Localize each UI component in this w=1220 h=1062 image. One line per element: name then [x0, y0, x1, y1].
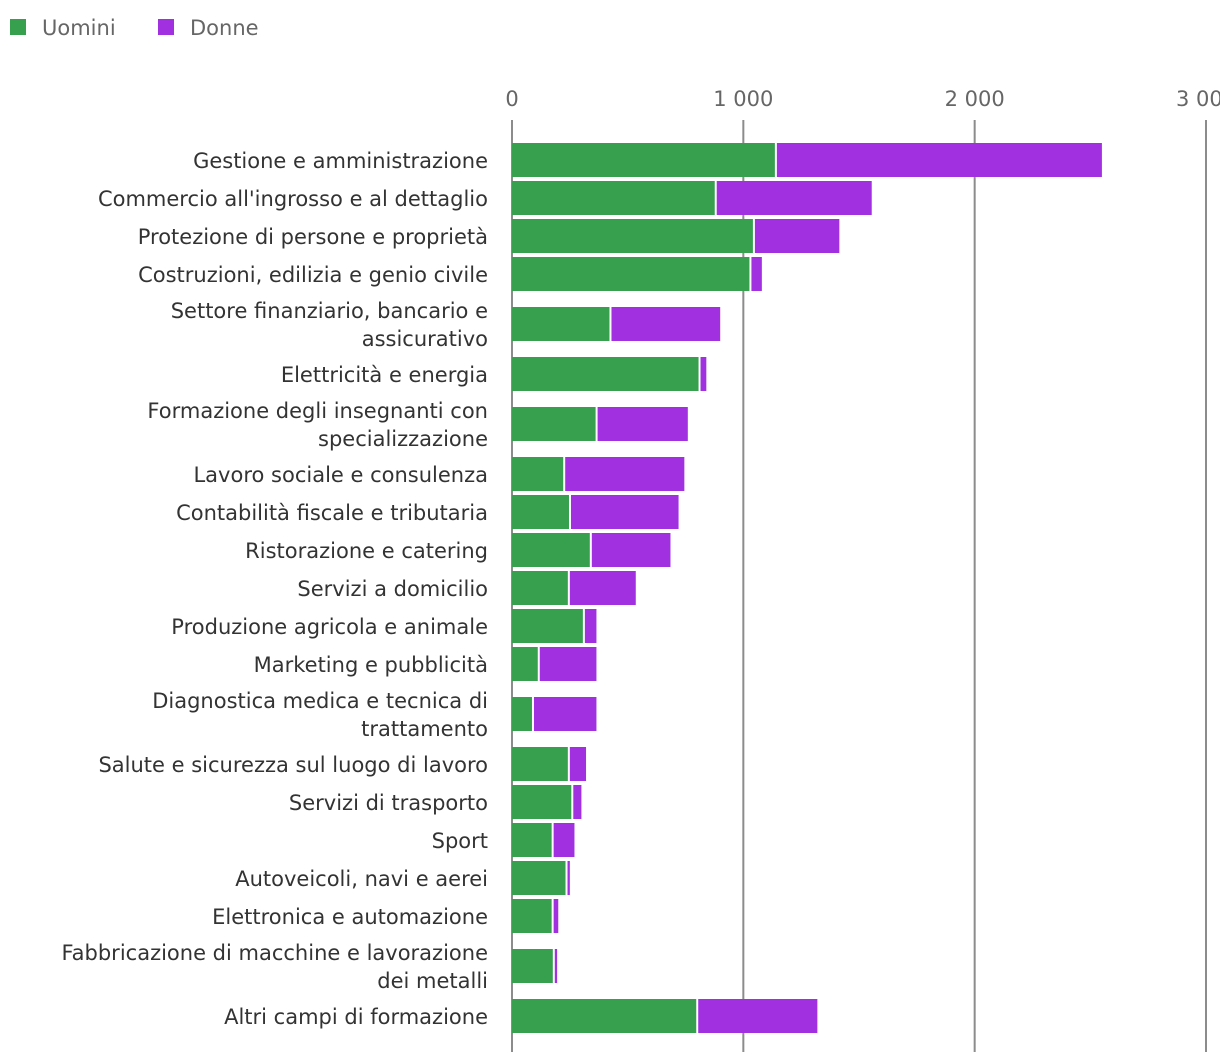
- bar-donne-17: [567, 861, 570, 895]
- legend-swatch-donne: [158, 19, 174, 35]
- bar-uomini-12: [512, 647, 538, 681]
- bar-donne-12: [539, 647, 597, 681]
- bar-donne-8: [570, 495, 679, 529]
- category-label: Marketing e pubblicità: [254, 653, 488, 677]
- bar-uomini-3: [512, 257, 750, 291]
- category-label: Protezione di persone e proprietà: [138, 225, 488, 249]
- bar-uomini-7: [512, 457, 564, 491]
- category-label: Salute e sicurezza sul luogo di lavoro: [98, 753, 488, 777]
- category-label: Sport: [432, 829, 488, 853]
- bar-uomini-4: [512, 307, 610, 341]
- category-label: Contabilità fiscale e tributaria: [176, 501, 488, 525]
- bar-donne-10: [569, 571, 636, 605]
- bar-uomini-2: [512, 219, 753, 253]
- bar-donne-7: [565, 457, 685, 491]
- category-label: Produzione agricola e animale: [171, 615, 488, 639]
- legend-label-uomini: Uomini: [42, 16, 116, 40]
- bar-donne-16: [553, 823, 575, 857]
- category-label: Fabbricazione di macchine e lavorazione: [62, 941, 489, 965]
- bars: [512, 143, 1102, 1033]
- bar-donne-13: [533, 697, 597, 731]
- category-label: Elettricità e energia: [281, 363, 488, 387]
- category-label: Elettronica e automazione: [212, 905, 488, 929]
- category-label: assicurativo: [362, 327, 488, 351]
- bar-donne-14: [569, 747, 587, 781]
- bar-donne-6: [597, 407, 688, 441]
- bar-uomini-1: [512, 181, 715, 215]
- bar-donne-19: [554, 949, 558, 983]
- x-tick-label: 0: [505, 87, 518, 111]
- bar-uomini-9: [512, 533, 590, 567]
- bar-uomini-13: [512, 697, 532, 731]
- x-tick-label: 2 000: [945, 87, 1005, 111]
- category-labels: Gestione e amministrazione Commercio all'…: [62, 149, 489, 1029]
- bar-donne-5: [700, 357, 707, 391]
- category-label: Gestione e amministrazione: [193, 149, 488, 173]
- bar-uomini-14: [512, 747, 568, 781]
- category-label: Lavoro sociale e consulenza: [193, 463, 488, 487]
- category-label: Servizi di trasporto: [289, 791, 488, 815]
- bar-uomini-15: [512, 785, 572, 819]
- category-label: Servizi a domicilio: [297, 577, 488, 601]
- x-axis-ticks: 0 1 000 2 000 3 000: [505, 87, 1220, 111]
- category-label: Costruzioni, edilizia e genio civile: [138, 263, 488, 287]
- bar-uomini-17: [512, 861, 566, 895]
- bar-uomini-5: [512, 357, 699, 391]
- bar-donne-9: [591, 533, 671, 567]
- legend-label-donne: Donne: [190, 16, 259, 40]
- category-label: dei metalli: [377, 969, 488, 993]
- bar-donne-20: [698, 999, 818, 1033]
- legend-swatch-uomini: [10, 19, 26, 35]
- bar-uomini-10: [512, 571, 568, 605]
- category-label: Settore finanziario, bancario e: [171, 299, 488, 323]
- bar-uomini-20: [512, 999, 697, 1033]
- bar-donne-1: [716, 181, 872, 215]
- x-tick-label: 1 000: [713, 87, 773, 111]
- bar-uomini-18: [512, 899, 552, 933]
- x-tick-label: 3 000: [1176, 87, 1220, 111]
- bar-uomini-11: [512, 609, 583, 643]
- category-label: Ristorazione e catering: [245, 539, 488, 563]
- bar-uomini-0: [512, 143, 775, 177]
- bar-uomini-16: [512, 823, 552, 857]
- category-label: Altri campi di formazione: [224, 1005, 488, 1029]
- bar-donne-0: [776, 143, 1102, 177]
- bar-uomini-6: [512, 407, 596, 441]
- legend: Uomini Donne: [10, 16, 259, 40]
- bar-donne-18: [553, 899, 559, 933]
- bar-uomini-8: [512, 495, 569, 529]
- bar-uomini-19: [512, 949, 553, 983]
- bar-donne-11: [584, 609, 597, 643]
- category-label: trattamento: [361, 717, 488, 741]
- category-label: Autoveicoli, navi e aerei: [235, 867, 488, 891]
- category-label: Diagnostica medica e tecnica di: [152, 689, 488, 713]
- bar-donne-2: [754, 219, 840, 253]
- bar-donne-4: [611, 307, 721, 341]
- bar-donne-3: [751, 257, 762, 291]
- category-label: Formazione degli insegnanti con: [147, 399, 488, 423]
- bar-donne-15: [573, 785, 582, 819]
- category-label: specializzazione: [318, 427, 488, 451]
- category-label: Commercio all'ingrosso e al dettaglio: [98, 187, 488, 211]
